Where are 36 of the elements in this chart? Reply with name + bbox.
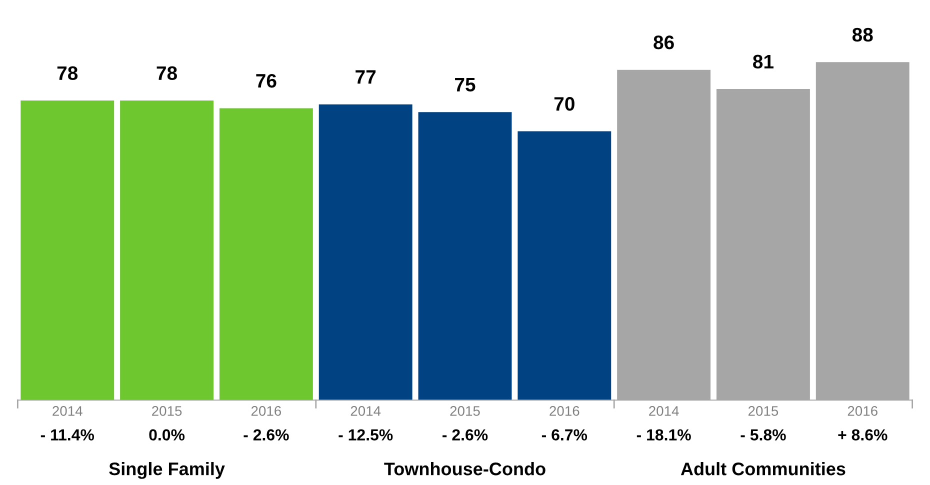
x-tick-label: 2016	[848, 406, 878, 416]
x-tick-label: 2016	[251, 406, 282, 416]
text: - 2.6%	[442, 429, 488, 441]
bar	[120, 100, 214, 400]
x-tick-label: 2015	[152, 406, 182, 416]
data-label: 75	[455, 78, 476, 92]
text: 0.0%	[149, 429, 185, 441]
x-tick-label: 2014	[52, 406, 82, 416]
text: Townhouse-Condo	[384, 462, 546, 476]
text: Adult Communities	[680, 462, 846, 476]
text: - 5.8%	[740, 429, 786, 441]
text: + 8.6%	[838, 429, 888, 441]
x-tick-label: 2015	[748, 406, 778, 416]
data-label: 86	[654, 36, 674, 50]
text: - 6.7%	[542, 429, 588, 441]
bar	[20, 100, 114, 400]
data-label: 78	[156, 66, 177, 80]
bar	[418, 112, 512, 400]
bar	[318, 104, 412, 400]
x-tick-label: 2016	[550, 406, 580, 416]
x-tick-label: 2015	[450, 406, 480, 416]
data-label: 88	[852, 28, 873, 42]
data-label: 81	[753, 54, 774, 69]
x-tick-label: 2014	[350, 406, 381, 416]
data-label: 76	[256, 74, 276, 88]
text: - 18.1%	[636, 429, 691, 441]
text: - 11.4%	[40, 429, 94, 441]
data-label: 78	[57, 66, 78, 80]
data-label: 70	[554, 96, 574, 111]
bar	[219, 108, 313, 400]
data-label: 77	[356, 70, 376, 84]
text: - 2.6%	[244, 429, 289, 441]
text: Single Family	[109, 462, 225, 479]
bar	[518, 131, 612, 400]
x-tick-label: 2014	[649, 406, 679, 416]
text: - 12.5%	[338, 429, 393, 441]
